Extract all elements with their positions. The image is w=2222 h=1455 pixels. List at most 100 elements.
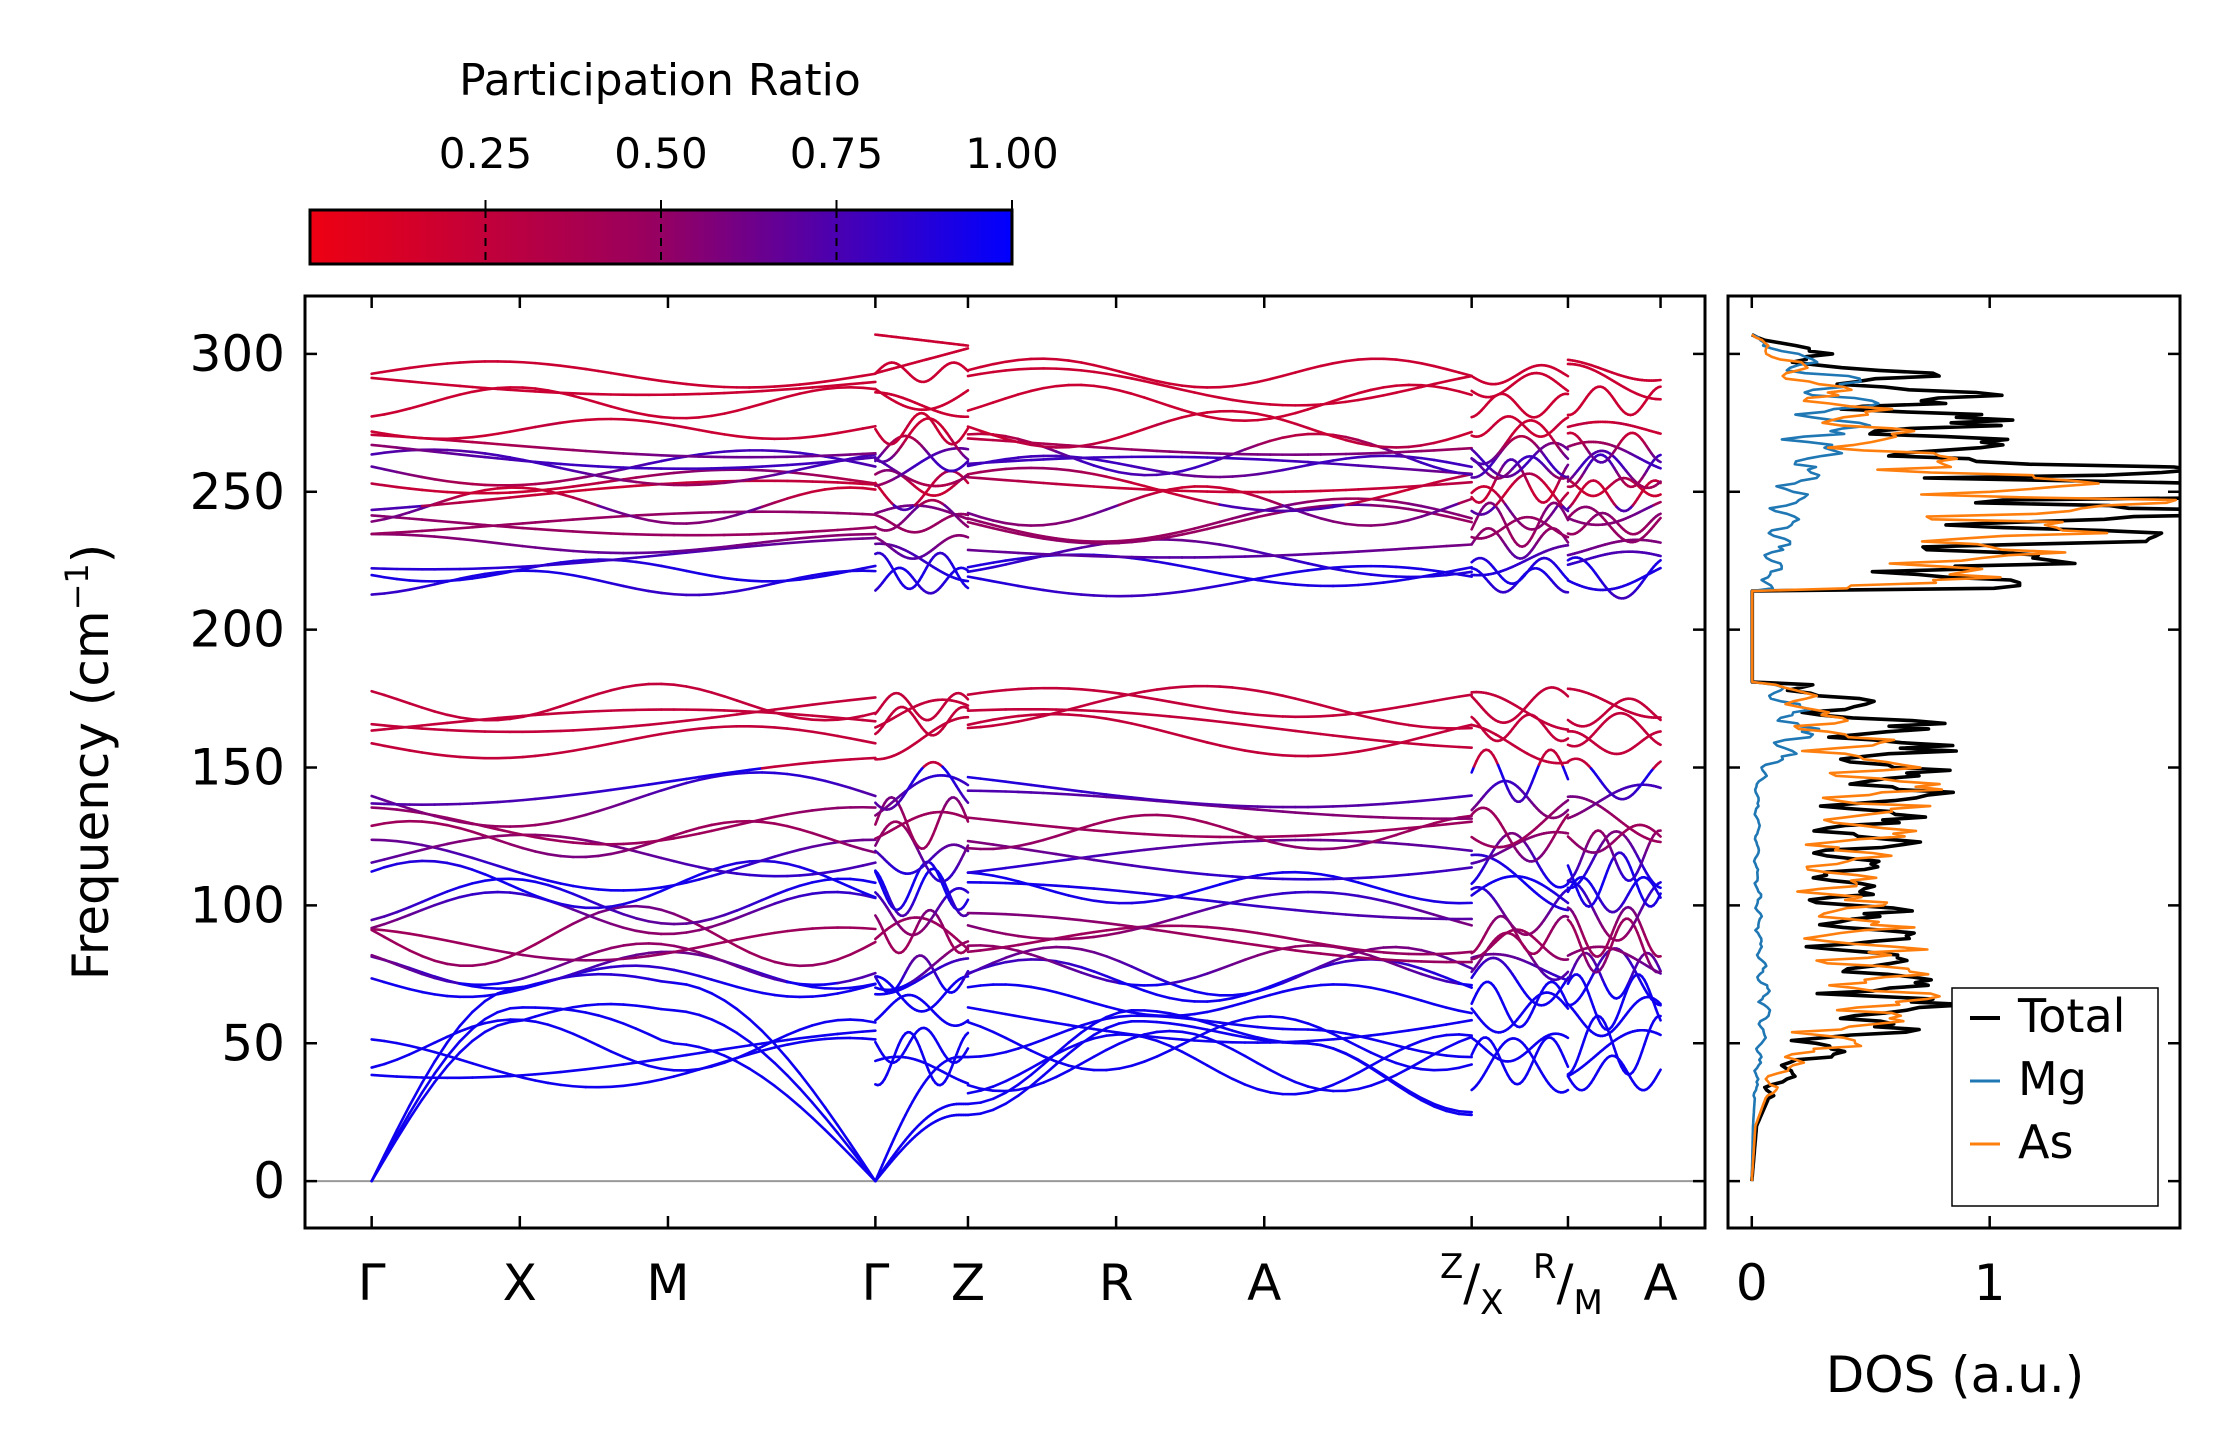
band-line — [1180, 890, 1196, 897]
band-line — [798, 1039, 814, 1044]
band-line — [836, 453, 852, 457]
band-line — [861, 971, 877, 979]
band-line — [760, 893, 776, 902]
band-line — [1155, 1039, 1171, 1048]
band-line — [1142, 797, 1159, 802]
band-line — [1017, 532, 1033, 538]
band-line — [697, 865, 713, 871]
band-line — [483, 487, 499, 492]
band-line — [1231, 940, 1247, 945]
band-line — [1142, 899, 1159, 904]
band-line — [1117, 1031, 1133, 1036]
band-line — [1457, 794, 1473, 799]
band-line — [420, 475, 436, 481]
band-line — [979, 944, 995, 948]
band-line — [408, 848, 424, 855]
band-line — [1445, 867, 1461, 872]
band-line — [1331, 435, 1348, 442]
band-line — [1042, 834, 1058, 842]
band-line — [1369, 1037, 1385, 1044]
band-line — [571, 916, 588, 925]
band-line — [1457, 446, 1473, 451]
band-line — [848, 1153, 865, 1170]
band-line — [979, 1097, 995, 1104]
band-line — [1130, 832, 1146, 836]
band-line — [991, 457, 1008, 463]
band-line — [966, 1101, 982, 1106]
band-line — [458, 390, 474, 396]
band-line — [1231, 686, 1247, 691]
band-line — [1344, 488, 1360, 492]
band-line — [861, 739, 877, 745]
band-line — [496, 442, 512, 447]
band-line — [1054, 519, 1071, 525]
band-line — [622, 373, 638, 379]
band-line — [1457, 1109, 1473, 1114]
band-line — [508, 1073, 525, 1078]
band-line — [483, 1075, 499, 1079]
band-line — [991, 523, 1008, 530]
band-line — [979, 515, 995, 522]
band-line — [1079, 935, 1096, 940]
band-line — [1079, 442, 1096, 448]
band-line — [1432, 1002, 1448, 1009]
band-line — [395, 588, 411, 594]
band-line — [534, 460, 550, 465]
band-line — [370, 1154, 386, 1183]
band-line — [785, 824, 802, 831]
band-line — [836, 890, 852, 895]
band-line — [735, 820, 751, 827]
band-line — [1319, 942, 1335, 948]
band-line — [1180, 684, 1196, 689]
band-line — [1142, 1009, 1159, 1013]
band-line — [1394, 1067, 1411, 1077]
band-line — [370, 922, 386, 930]
band-line — [1218, 708, 1234, 714]
band-line — [1432, 573, 1448, 578]
band-line — [1407, 502, 1423, 508]
band-line — [1218, 720, 1234, 725]
band-line — [1243, 997, 1259, 1004]
band-line — [1067, 826, 1083, 831]
band-line — [1105, 793, 1121, 798]
band-line — [1457, 693, 1473, 698]
band-line — [964, 584, 970, 590]
band-line — [622, 478, 638, 484]
band-line — [991, 846, 1008, 851]
band-line — [420, 400, 436, 407]
band-line — [979, 437, 995, 442]
band-line — [798, 982, 814, 987]
band-line — [1407, 444, 1423, 449]
band-line — [1306, 1085, 1322, 1091]
band-line — [521, 544, 537, 549]
band-line — [1079, 383, 1096, 388]
band-line — [964, 1081, 970, 1085]
band-line — [1369, 1057, 1385, 1068]
band-line — [420, 381, 436, 386]
band-line — [534, 387, 550, 392]
band-line — [1382, 1040, 1398, 1047]
band-line — [710, 547, 726, 552]
band-line — [1419, 1053, 1436, 1063]
band-line — [1294, 559, 1310, 565]
band-line — [1142, 1035, 1159, 1043]
band-line — [1319, 505, 1335, 510]
band-line — [991, 722, 1008, 727]
band-line — [1319, 714, 1335, 718]
band-line — [1281, 466, 1297, 472]
band-line — [609, 1050, 625, 1059]
band-line — [685, 862, 701, 869]
band-line — [1168, 590, 1184, 595]
band-line — [647, 377, 663, 383]
band-line — [1042, 552, 1058, 557]
band-line — [991, 519, 1008, 525]
band-line — [710, 1018, 726, 1027]
band-line — [634, 452, 651, 457]
band-line — [1142, 1034, 1159, 1039]
band-line — [622, 785, 638, 790]
band-line — [534, 1011, 550, 1018]
band-line — [1105, 459, 1121, 465]
band-line — [1331, 433, 1348, 439]
band-line — [370, 376, 386, 381]
band-line — [496, 453, 512, 459]
